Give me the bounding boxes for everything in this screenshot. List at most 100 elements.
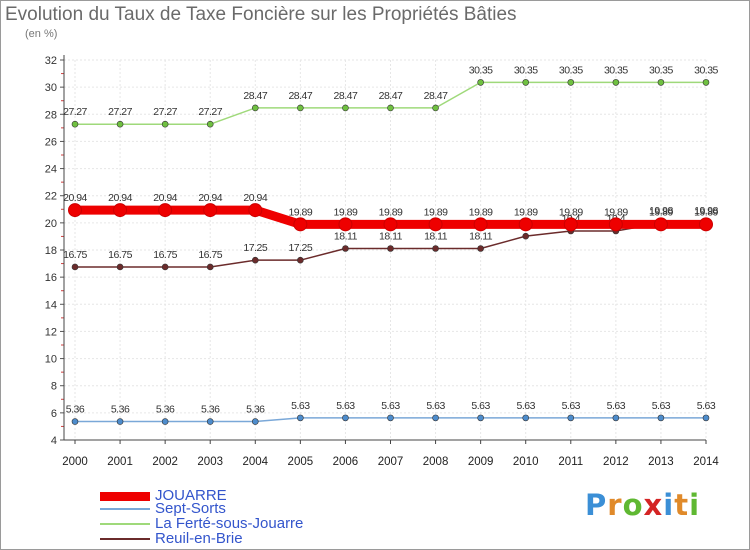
data-label-reuil-en-brie: 18.11 xyxy=(469,231,493,243)
y-tick-label: 6 xyxy=(51,408,57,420)
data-point-reuil-en-brie xyxy=(522,232,530,240)
logo-letter: P xyxy=(585,488,608,522)
data-label-sept-sorts: 5.36 xyxy=(156,404,175,416)
legend-label: La Ferté-sous-Jouarre xyxy=(155,515,304,532)
logo-letter: t xyxy=(674,488,690,522)
data-point-jouarre xyxy=(203,203,218,218)
data-point-la-ferte-sous-jouarre xyxy=(657,79,665,86)
data-point-reuil-en-brie xyxy=(71,263,79,271)
data-point-reuil-en-brie xyxy=(387,245,394,252)
data-point-reuil-en-brie xyxy=(206,263,214,271)
data-label-sept-sorts: 5.36 xyxy=(201,404,220,416)
data-label-jouarre: 19.89 xyxy=(469,206,493,218)
data-label-reuil-en-brie: 17.25 xyxy=(243,242,267,254)
data-label-jouarre: 20.94 xyxy=(198,192,222,204)
data-point-reuil-en-brie xyxy=(477,245,484,252)
data-point-sept-sorts xyxy=(342,414,349,422)
data-label-reuil-en-brie: 16.75 xyxy=(198,249,222,261)
data-label-jouarre: 20.94 xyxy=(243,192,267,204)
x-tick-label: 2003 xyxy=(197,456,223,468)
y-tick-label: 12 xyxy=(45,326,57,338)
data-label-la-ferte-sous-jouarre: 30.35 xyxy=(559,64,583,76)
data-label-la-ferte-sous-jouarre: 27.27 xyxy=(108,106,132,118)
y-tick-label: 10 xyxy=(45,354,57,366)
data-point-jouarre xyxy=(563,217,578,232)
data-label-jouarre: 19.89 xyxy=(559,206,583,218)
data-point-la-ferte-sous-jouarre xyxy=(387,104,394,112)
data-point-sept-sorts xyxy=(657,414,665,422)
data-label-jouarre: 19.89 xyxy=(424,206,448,218)
data-label-la-ferte-sous-jouarre: 27.27 xyxy=(198,106,222,118)
data-label-la-ferte-sous-jouarre: 28.47 xyxy=(379,90,403,102)
x-tick-label: 2005 xyxy=(288,456,314,468)
data-point-jouarre xyxy=(473,217,488,232)
legend-label: Reuil-en-Brie xyxy=(155,530,243,547)
legend-swatch xyxy=(100,538,150,540)
y-tick-label: 18 xyxy=(45,245,57,257)
data-point-jouarre xyxy=(68,203,82,218)
data-label-la-ferte-sous-jouarre: 30.35 xyxy=(649,64,673,76)
legend-swatch xyxy=(100,523,150,525)
data-label-reuil-en-brie: 18.11 xyxy=(424,231,448,243)
x-tick-label: 2014 xyxy=(693,456,719,468)
data-point-sept-sorts xyxy=(567,414,575,422)
data-point-reuil-en-brie xyxy=(161,263,169,271)
data-point-la-ferte-sous-jouarre xyxy=(342,104,349,112)
data-point-jouarre xyxy=(338,217,353,232)
data-point-jouarre xyxy=(428,217,443,232)
data-point-sept-sorts xyxy=(387,414,394,422)
x-tick-label: 2008 xyxy=(423,456,449,468)
logo-letter: o xyxy=(622,488,644,522)
data-label-la-ferte-sous-jouarre: 30.35 xyxy=(604,64,628,76)
logo-letter: x xyxy=(643,488,664,522)
data-label-jouarre: 19.89 xyxy=(694,206,718,218)
legend-label: Sept-Sorts xyxy=(155,500,226,517)
data-label-sept-sorts: 5.63 xyxy=(336,400,355,412)
data-label-sept-sorts: 5.63 xyxy=(562,400,581,412)
data-label-reuil-en-brie: 16.75 xyxy=(63,249,87,261)
x-tick-label: 2013 xyxy=(648,456,674,468)
data-point-sept-sorts xyxy=(612,414,620,422)
x-tick-label: 2011 xyxy=(558,456,583,468)
data-point-reuil-en-brie xyxy=(297,256,304,264)
data-point-reuil-en-brie xyxy=(432,245,439,252)
data-point-la-ferte-sous-jouarre xyxy=(161,120,169,128)
data-label-reuil-en-brie: 19.98 xyxy=(649,205,673,217)
data-label-reuil-en-brie: 18.11 xyxy=(379,231,403,243)
y-tick-label: 4 xyxy=(51,435,57,447)
y-tick-label: 26 xyxy=(45,136,57,148)
data-label-jouarre: 20.94 xyxy=(108,192,132,204)
data-point-la-ferte-sous-jouarre xyxy=(116,120,124,128)
data-point-sept-sorts xyxy=(702,414,710,422)
data-label-la-ferte-sous-jouarre: 28.47 xyxy=(243,90,267,102)
data-label-la-ferte-sous-jouarre: 30.35 xyxy=(514,64,538,76)
data-point-reuil-en-brie xyxy=(251,256,259,264)
data-point-la-ferte-sous-jouarre xyxy=(702,79,710,86)
data-label-la-ferte-sous-jouarre: 27.27 xyxy=(153,106,177,118)
logo-letter: r xyxy=(607,488,623,522)
y-tick-label: 24 xyxy=(45,164,57,176)
data-point-la-ferte-sous-jouarre xyxy=(567,79,575,86)
x-tick-label: 2010 xyxy=(513,456,539,468)
y-tick-label: 28 xyxy=(45,109,57,121)
y-tick-label: 20 xyxy=(45,218,57,230)
legend-swatch xyxy=(100,492,150,501)
data-label-jouarre: 20.94 xyxy=(63,192,87,204)
data-point-la-ferte-sous-jouarre xyxy=(297,104,304,112)
logo-letter: i xyxy=(663,488,675,522)
data-label-sept-sorts: 5.63 xyxy=(697,400,716,412)
data-point-sept-sorts xyxy=(432,414,439,422)
data-point-la-ferte-sous-jouarre xyxy=(251,104,259,112)
x-tick-label: 2000 xyxy=(62,456,88,468)
proxiti-logo: Proxiti xyxy=(585,488,700,522)
data-label-jouarre: 19.89 xyxy=(288,206,312,218)
x-tick-label: 2012 xyxy=(603,456,629,468)
data-label-jouarre: 19.89 xyxy=(514,206,538,218)
data-label-jouarre: 19.89 xyxy=(604,206,628,218)
data-label-sept-sorts: 5.63 xyxy=(381,400,400,412)
data-label-sept-sorts: 5.63 xyxy=(471,400,490,412)
data-label-reuil-en-brie: 17.25 xyxy=(288,242,312,254)
legend-label: JOUARRE xyxy=(155,487,227,504)
